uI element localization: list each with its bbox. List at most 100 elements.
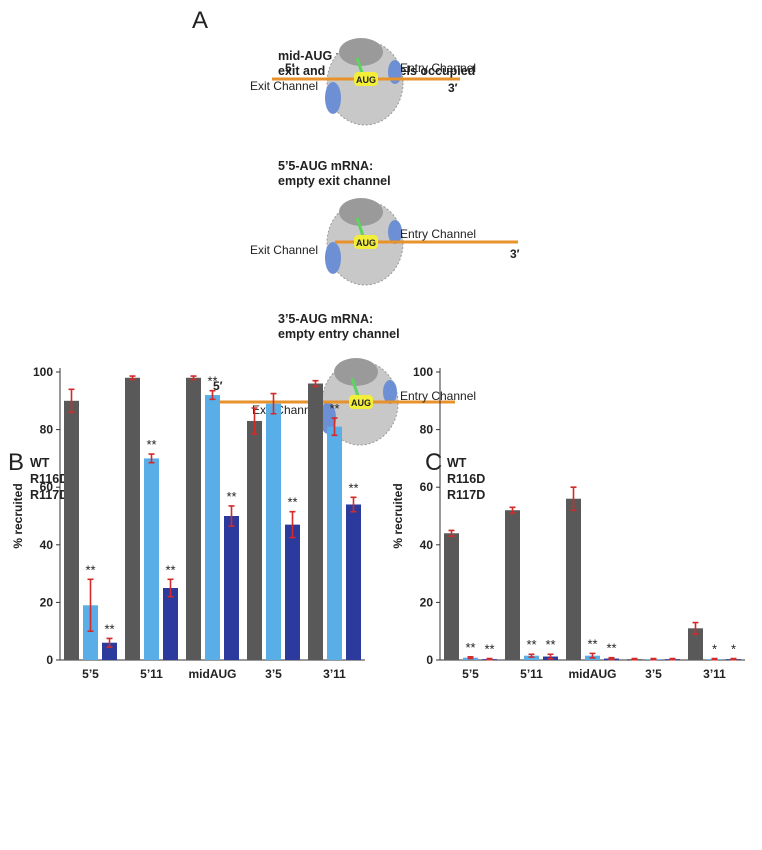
- significance: **: [226, 489, 236, 504]
- bar: [346, 504, 361, 660]
- entry-label: Entry Channel: [400, 61, 476, 75]
- error-bar: [209, 389, 216, 401]
- y-tick-label: 20: [420, 595, 434, 609]
- significance: **: [85, 562, 95, 577]
- bar: [444, 533, 459, 660]
- diagram-title: 5’5-AUG mRNA:: [278, 159, 373, 173]
- error-bar: [547, 653, 554, 660]
- error-bar: [190, 375, 197, 381]
- error-bar: [711, 657, 718, 661]
- error-bar: [650, 657, 657, 661]
- y-tick-label: 100: [33, 365, 53, 379]
- legend-entry: R117D: [447, 488, 485, 502]
- bar: [102, 642, 117, 660]
- diagram-title: empty entry channel: [278, 327, 400, 341]
- ribosome-protein: [383, 380, 397, 404]
- y-tick-label: 40: [40, 538, 54, 552]
- y-tick-label: 0: [426, 653, 433, 667]
- y-tick-label: 60: [420, 480, 434, 494]
- five-prime: 5′: [285, 61, 295, 75]
- y-tick-label: 100: [413, 365, 433, 379]
- significance: **: [165, 562, 175, 577]
- three-prime: 3′: [510, 247, 520, 261]
- ribosome-head: [339, 198, 383, 226]
- significance: **: [146, 437, 156, 452]
- significance: **: [606, 641, 616, 656]
- error-bar: [509, 506, 516, 514]
- legend-entry: R116D: [447, 472, 485, 486]
- y-tick-label: 20: [40, 595, 54, 609]
- error-bar: [589, 652, 596, 659]
- significance: **: [526, 637, 536, 652]
- trna: [350, 377, 360, 397]
- significance: *: [731, 642, 736, 657]
- bar: [125, 377, 140, 660]
- significance: **: [465, 640, 475, 655]
- y-axis-label: % recruited: [391, 483, 405, 548]
- y-tick-label: 80: [40, 423, 54, 437]
- significance: **: [287, 495, 297, 510]
- ribosome-protein: [388, 220, 402, 244]
- five-prime: 5′: [213, 379, 223, 393]
- ribosome-protein: [325, 242, 341, 274]
- error-bar: [270, 392, 277, 415]
- error-bar: [608, 656, 615, 661]
- error-bar: [68, 388, 75, 414]
- legend-entry: R117D: [30, 488, 68, 502]
- bar: [144, 458, 159, 660]
- error-bar: [570, 486, 577, 512]
- error-bar: [167, 578, 174, 598]
- diagram-title: empty exit channel: [278, 174, 391, 188]
- bar: [224, 516, 239, 660]
- three-prime: 3′: [448, 81, 458, 95]
- error-bar: [692, 621, 699, 635]
- bar: [285, 524, 300, 660]
- y-tick-label: 40: [420, 538, 434, 552]
- significance: **: [329, 401, 339, 416]
- bar: [308, 383, 323, 660]
- error-bar: [331, 417, 338, 437]
- significance: *: [712, 642, 717, 657]
- error-bar: [148, 453, 155, 464]
- x-tick-label: 5’5: [82, 667, 99, 681]
- x-tick-label: midAUG: [569, 667, 617, 681]
- x-tick-label: 3’5: [645, 667, 662, 681]
- y-tick-label: 60: [40, 480, 54, 494]
- significance: **: [587, 636, 597, 651]
- x-tick-label: 5’11: [520, 667, 543, 681]
- entry-label: Entry Channel: [400, 227, 476, 241]
- ribosome-protein: [320, 402, 336, 434]
- error-bar: [289, 510, 296, 539]
- error-bar: [486, 657, 493, 661]
- ribosome-protein: [325, 82, 341, 114]
- y-tick-label: 80: [420, 423, 434, 437]
- x-tick-label: 5’11: [140, 667, 163, 681]
- bar: [205, 395, 220, 660]
- ribosome-head: [334, 358, 378, 386]
- bar: [688, 628, 703, 660]
- legend-entry: WT: [447, 456, 467, 470]
- aug-box: [349, 395, 373, 409]
- error-bar: [228, 505, 235, 527]
- significance: **: [348, 480, 358, 495]
- bar: [64, 400, 79, 660]
- aug-box: [354, 72, 378, 86]
- panel-label: B: [8, 449, 24, 476]
- error-bar: [467, 656, 474, 660]
- error-bar: [448, 529, 455, 537]
- bar: [83, 605, 98, 660]
- significance: **: [207, 374, 217, 389]
- bar: [505, 510, 520, 660]
- aug-label: AUG: [356, 75, 376, 85]
- x-tick-label: 3’5: [265, 667, 282, 681]
- entry-label: Entry Channel: [400, 389, 476, 403]
- y-tick-label: 0: [46, 653, 53, 667]
- trna: [355, 217, 365, 237]
- error-bar: [669, 657, 676, 661]
- error-bar: [312, 379, 319, 388]
- bar: [163, 588, 178, 660]
- error-bar: [350, 496, 357, 513]
- error-bar: [106, 637, 113, 648]
- bar: [247, 420, 262, 660]
